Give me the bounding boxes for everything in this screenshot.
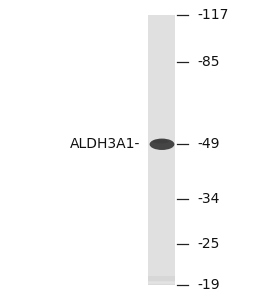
Bar: [148, 277, 176, 281]
Bar: [148, 278, 176, 282]
Text: -25: -25: [197, 237, 220, 251]
Bar: [148, 278, 176, 283]
Bar: [148, 277, 176, 282]
Ellipse shape: [153, 140, 169, 143]
Bar: [148, 279, 176, 284]
Bar: [148, 280, 176, 284]
Bar: [148, 279, 176, 283]
Bar: [148, 280, 176, 284]
Bar: [148, 279, 176, 284]
Text: -117: -117: [197, 8, 228, 22]
Bar: [148, 277, 176, 281]
Bar: [148, 277, 176, 281]
Bar: [148, 276, 176, 280]
Text: -49: -49: [197, 137, 220, 151]
Bar: [148, 277, 176, 281]
Bar: [148, 278, 176, 283]
Bar: [148, 277, 176, 281]
Bar: [148, 279, 176, 284]
Text: -19: -19: [197, 278, 220, 292]
Bar: [148, 280, 176, 284]
Bar: [148, 279, 176, 283]
Text: -85: -85: [197, 56, 220, 70]
Bar: [148, 277, 176, 281]
Bar: [148, 280, 176, 284]
Bar: [148, 278, 176, 282]
Ellipse shape: [150, 139, 174, 150]
Bar: [148, 280, 176, 284]
Bar: [148, 278, 176, 283]
Bar: [148, 278, 176, 282]
Bar: [148, 279, 176, 283]
Bar: [148, 278, 176, 283]
Bar: [148, 279, 176, 283]
Bar: [148, 279, 176, 283]
Bar: [148, 278, 176, 283]
Bar: [148, 280, 176, 284]
Bar: [148, 280, 176, 284]
Bar: [148, 277, 176, 281]
Bar: [148, 278, 176, 282]
Bar: [148, 278, 176, 283]
Text: -34: -34: [197, 192, 220, 206]
Bar: [148, 280, 176, 285]
Bar: [148, 280, 176, 285]
Bar: [148, 277, 176, 282]
Bar: [148, 279, 176, 284]
Bar: [148, 280, 176, 284]
Bar: [148, 276, 176, 281]
Bar: [148, 15, 176, 285]
Bar: [148, 280, 176, 285]
Bar: [148, 278, 176, 282]
Bar: [148, 279, 176, 283]
Bar: [148, 277, 176, 282]
Bar: [148, 276, 176, 281]
Bar: [148, 276, 176, 281]
Bar: [148, 279, 176, 283]
Bar: [148, 278, 176, 282]
Bar: [148, 280, 176, 285]
Bar: [148, 278, 176, 282]
Bar: [148, 277, 176, 281]
Text: ALDH3A1-: ALDH3A1-: [70, 137, 140, 151]
Bar: [148, 278, 176, 283]
Bar: [148, 278, 176, 283]
Bar: [148, 277, 176, 281]
Bar: [148, 277, 176, 282]
Bar: [148, 280, 176, 285]
Bar: [148, 280, 176, 285]
Bar: [148, 280, 176, 284]
Bar: [148, 276, 176, 281]
Bar: [148, 278, 176, 283]
